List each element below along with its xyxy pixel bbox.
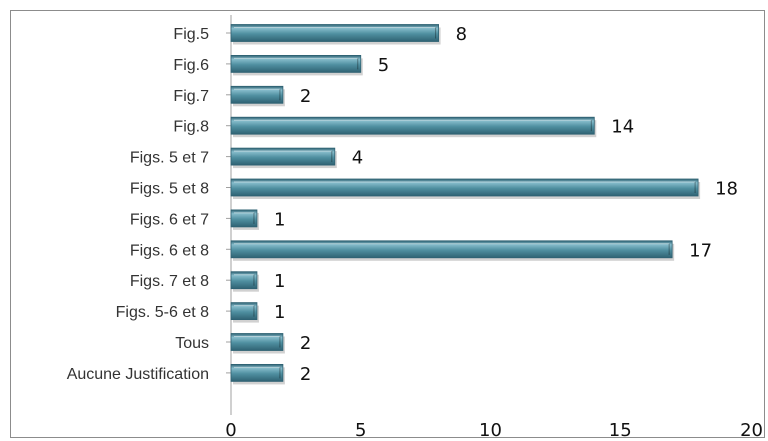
x-tick-label: 5: [355, 420, 366, 441]
data-label: 8: [456, 24, 467, 45]
x-tick-label: 20: [740, 420, 763, 441]
bar: [230, 363, 284, 382]
data-label: 17: [689, 240, 712, 261]
x-tick-labels: 0 5 10 15 20: [225, 420, 763, 441]
category-label: Figs. 5-6 et 8: [116, 304, 209, 321]
data-label: 1: [274, 209, 285, 230]
data-label: 2: [300, 86, 311, 107]
data-label: 14: [611, 117, 634, 138]
bar: [230, 55, 362, 73]
category-label: Figs. 6 et 8: [130, 242, 209, 259]
x-tick-label: 10: [479, 420, 502, 441]
category-label: Figs. 5 et 7: [130, 150, 209, 167]
bars-group: [230, 24, 701, 385]
bar: [230, 147, 336, 166]
bar: [230, 271, 258, 290]
category-label: Figs. 7 et 8: [130, 273, 209, 290]
category-label: Figs. 5 et 8: [130, 181, 209, 198]
category-label: Aucune Justification: [67, 366, 209, 383]
category-labels: Fig.5 Fig.6 Fig.7 Fig.8 Figs. 5 et 7 Figs. 5 …: [67, 26, 209, 383]
bar: [230, 209, 258, 228]
data-label: 5: [378, 55, 389, 76]
data-label: 1: [274, 271, 285, 292]
bar: [230, 24, 440, 42]
data-label: 2: [300, 364, 311, 385]
bar: [230, 240, 673, 259]
bar: [230, 333, 284, 351]
category-label: Fig.5: [173, 26, 209, 43]
category-label: Figs. 6 et 7: [130, 211, 209, 228]
axes: [226, 15, 232, 415]
data-label: 4: [352, 148, 363, 169]
x-tick-label: 0: [225, 420, 236, 441]
category-label: Fig.7: [173, 88, 209, 105]
x-tick-label: 15: [609, 420, 632, 441]
data-label: 18: [715, 179, 738, 200]
data-label: 2: [300, 333, 311, 354]
category-label: Fig.8: [173, 119, 209, 136]
bar: [230, 116, 595, 135]
bar: [230, 85, 284, 104]
bar: [230, 302, 258, 321]
data-label: 1: [274, 302, 285, 323]
category-label: Tous: [175, 335, 209, 352]
bar: [230, 178, 699, 197]
category-label: Fig.6: [173, 57, 209, 74]
